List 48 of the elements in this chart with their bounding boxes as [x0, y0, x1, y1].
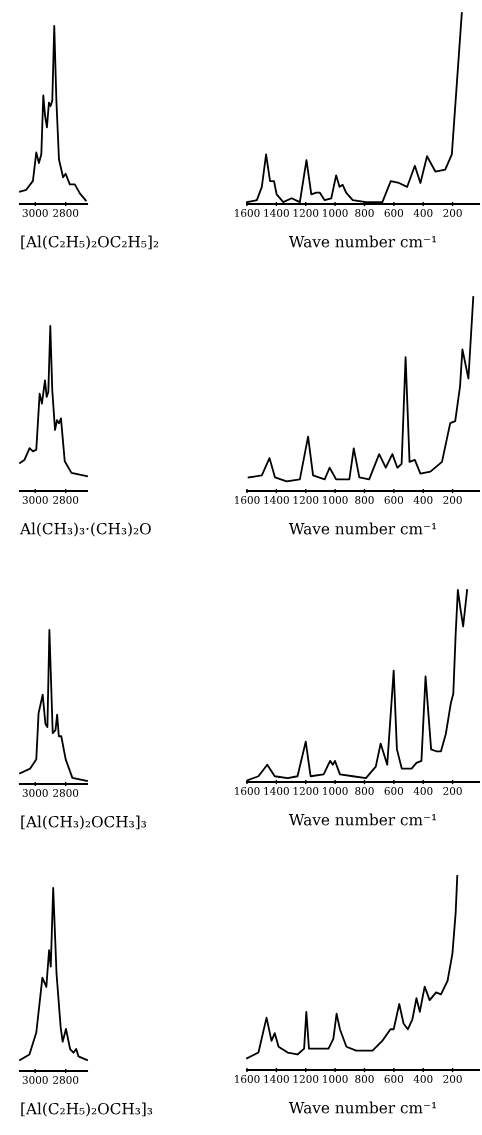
x-tick-label: 2800: [53, 1076, 79, 1084]
x-tick-label: 600: [384, 496, 404, 504]
x-tick-label: 800: [355, 209, 374, 217]
x-tick-label: 3000: [22, 496, 48, 504]
x-tick-label: 1600: [235, 787, 260, 795]
x-tick-label: 800: [355, 496, 374, 504]
x-axis-title: Wave number cm⁻¹: [288, 1101, 436, 1114]
x-axis-title: [Al(C₂H₅)₂OC₂H₅]₂: [21, 235, 159, 250]
x-tick-label: 1400: [264, 1075, 289, 1083]
x-tick-label: 400: [413, 209, 433, 217]
x-tick-label: 600: [384, 209, 404, 217]
x-tick-label: 3000: [22, 1076, 48, 1084]
x-tick-label: 1200: [293, 496, 319, 504]
x-tick-label: 600: [384, 787, 404, 795]
x-tick-label: 200: [443, 496, 462, 504]
x-tick-label: 3000: [22, 209, 48, 217]
x-tick-label: 1400: [264, 496, 289, 504]
x-tick-label: 200: [443, 1075, 462, 1083]
x-tick-label: 400: [413, 787, 433, 795]
x-tick-label: 1000: [323, 1075, 348, 1083]
x-tick-label: 2800: [53, 496, 79, 504]
x-tick-label: 1000: [323, 209, 348, 217]
x-tick-label: 200: [443, 787, 462, 795]
x-tick-label: 1600: [235, 1075, 260, 1083]
x-tick-label: 1000: [323, 496, 348, 504]
x-tick-label: 2800: [53, 209, 79, 217]
x-axis-title: [Al(CH₃)₂OCH₃]₃: [21, 815, 147, 830]
x-tick-label: 1600: [235, 496, 260, 504]
x-tick-label: 1200: [293, 787, 319, 795]
x-axis-title: Al(CH₃)₃·(CH₃)₂O: [19, 522, 151, 537]
x-tick-label: 1600: [235, 209, 260, 217]
x-tick-label: 600: [384, 1075, 404, 1083]
x-tick-label: 200: [443, 209, 462, 217]
x-tick-label: 400: [413, 1075, 433, 1083]
x-axis-title: Wave number cm⁻¹: [288, 235, 436, 248]
x-tick-label: 3000: [22, 789, 48, 797]
x-tick-label: 2800: [53, 789, 79, 797]
x-tick-label: 1000: [323, 787, 348, 795]
x-tick-label: 1200: [293, 209, 319, 217]
x-axis-title: Wave number cm⁻¹: [288, 813, 436, 826]
x-tick-label: 1400: [264, 209, 289, 217]
x-tick-label: 800: [355, 787, 374, 795]
x-axis-title: Wave number cm⁻¹: [288, 522, 436, 535]
x-tick-label: 400: [413, 496, 433, 504]
x-tick-label: 800: [355, 1075, 374, 1083]
x-axis-title: [Al(C₂H₅)₂OCH₃]₃: [21, 1102, 153, 1117]
x-tick-label: 1400: [264, 787, 289, 795]
x-tick-label: 1200: [293, 1075, 319, 1083]
